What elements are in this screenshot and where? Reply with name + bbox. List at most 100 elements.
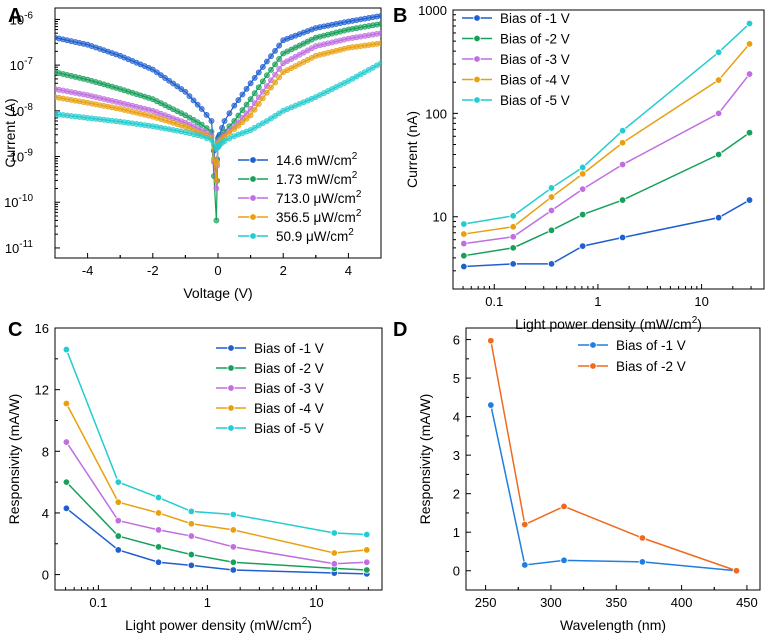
data-point [208, 118, 215, 124]
legend-item: Bias of -2 V [462, 32, 570, 47]
series-line [490, 340, 737, 572]
legend-item: Bias of -3 V [216, 381, 324, 396]
legend-label-text: Bias of -1 V [616, 338, 686, 353]
x-axis: 0.1 1 10 [54, 585, 383, 610]
data-point [714, 109, 723, 118]
data-point [578, 242, 587, 250]
data-point [268, 84, 274, 91]
y-tick-label: 2 [453, 487, 460, 502]
data-point [521, 520, 529, 529]
data-point [154, 558, 163, 566]
data-point [214, 159, 221, 166]
data-point [272, 79, 278, 86]
x-tick-label: -4 [82, 263, 94, 278]
data-point [114, 478, 122, 486]
legend-label-text: Bias of -3 V [254, 381, 324, 396]
data-area [460, 19, 754, 271]
data-point [198, 133, 205, 140]
data-point [229, 510, 238, 519]
data-point [239, 91, 246, 98]
data-point [213, 177, 220, 184]
data-point [114, 516, 122, 525]
data-point [378, 30, 381, 37]
legend-label: Bias of -4 V [254, 401, 324, 416]
y-tick-label: 1 [453, 525, 460, 540]
y-tick-exponent: -10 [19, 193, 34, 204]
legend-swatch-marker [589, 341, 597, 349]
data-area [55, 12, 381, 224]
data-point [255, 69, 262, 76]
y-tick-exponent: -11 [19, 239, 33, 250]
x-tick-label: 0.1 [485, 294, 503, 309]
legend-item: Bias of -5 V [462, 93, 570, 108]
data-point [330, 529, 338, 537]
data-point [732, 567, 741, 575]
legend-label-text: Bias of -2 V [500, 32, 570, 47]
series-4 [460, 40, 754, 238]
data-point [521, 561, 529, 569]
y-tick-label: 10-10 [4, 193, 33, 210]
legend-item: Bias of -2 V [578, 359, 686, 374]
data-point [247, 112, 254, 119]
data-point [509, 260, 517, 268]
x-tick-label: 0.1 [89, 595, 107, 610]
data-point [578, 170, 587, 178]
legend-item: Bias of -5 V [216, 421, 324, 436]
data-point [226, 135, 233, 142]
legend-swatch-marker [227, 364, 235, 372]
y-tick-base: 10 [10, 12, 24, 27]
legend-label: Bias of -1 V [254, 341, 324, 356]
data-point [229, 543, 238, 551]
legend: Bias of -1 V Bias of -2 V [578, 338, 686, 374]
series-line [65, 481, 367, 571]
y-tick-label: 0 [42, 568, 49, 583]
data-point [460, 239, 468, 248]
data-point [560, 502, 568, 511]
data-point [460, 251, 468, 260]
data-point [560, 556, 568, 565]
legend-item: 50.9 μW/cm2 [238, 227, 354, 244]
legend-item: 713.0 μW/cm2 [238, 189, 362, 206]
series-2 [62, 478, 371, 574]
series-1 [460, 196, 754, 271]
legend-label-text: Bias of -4 V [500, 73, 570, 88]
series-2 [460, 129, 754, 260]
data-point [187, 532, 196, 540]
data-point [618, 139, 627, 147]
data-point [239, 107, 246, 113]
y-tick-label: 100 [425, 106, 447, 121]
legend-swatch-marker [227, 384, 235, 392]
data-point [578, 163, 587, 172]
data-point [229, 558, 238, 566]
legend-label: 14.6 mW/cm2 [276, 151, 358, 168]
legend-label-text: Bias of -5 V [254, 421, 324, 436]
y-tick-label: 10-6 [10, 10, 34, 27]
y-tick-exponent: -9 [24, 148, 33, 159]
data-point [158, 72, 164, 79]
y-tick-exponent: -8 [24, 102, 33, 113]
series-1 [62, 504, 371, 578]
x-axis: 0.1 1 10 [452, 284, 765, 309]
legend-swatch-marker [249, 175, 257, 183]
legend-item: 1.73 mW/cm2 [238, 170, 358, 187]
data-point [198, 106, 205, 112]
legend-item: 14.6 mW/cm2 [238, 151, 358, 168]
data-point [153, 69, 160, 76]
y-tick-label: 10-9 [10, 148, 34, 165]
series-5 [55, 60, 381, 152]
data-point [276, 110, 283, 117]
data-point [154, 526, 163, 534]
y-axis-label: Current (nA) [404, 111, 420, 188]
data-point [638, 558, 647, 566]
x-tick-label: -2 [147, 263, 159, 278]
data-point [255, 101, 262, 107]
data-point [247, 96, 254, 103]
x-tick-label: 4 [345, 263, 352, 278]
data-point [251, 106, 258, 113]
data-point [239, 119, 246, 126]
data-point [268, 115, 274, 122]
data-point [170, 80, 177, 87]
legend-swatch-marker [249, 156, 257, 164]
legend: Bias of -1 V Bias of -2 V Bias of -3 V Bias… [216, 341, 324, 436]
